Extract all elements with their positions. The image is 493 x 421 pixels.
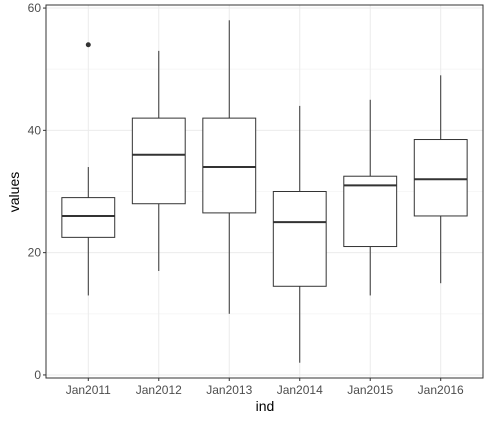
box-iqr [413, 139, 468, 217]
box-Jan2011 [61, 42, 116, 296]
x-tick-label: Jan2014 [277, 383, 323, 397]
x-axis: Jan2011 Jan2012 Jan2013 Jan2014 Jan2015 Jan20… [66, 378, 464, 397]
y-tick-label: 20 [28, 246, 42, 260]
box-Jan2013 [202, 20, 257, 314]
box-iqr [202, 117, 257, 214]
x-tick-label: Jan2015 [347, 383, 393, 397]
box-Jan2012 [131, 50, 186, 271]
y-axis: 0 20 40 60 [28, 1, 46, 382]
x-tick-label: Jan2012 [136, 383, 182, 397]
outlier-point [85, 42, 91, 48]
box-iqr [343, 175, 398, 248]
x-axis-title: ind [256, 398, 275, 414]
box-Jan2015 [343, 99, 398, 296]
x-tick-label: Jan2013 [206, 383, 252, 397]
box-Jan2016 [413, 75, 468, 284]
y-axis-title: values [6, 172, 22, 212]
x-tick-label: Jan2016 [418, 383, 464, 397]
y-tick-label: 40 [28, 123, 42, 137]
box-iqr [61, 197, 116, 238]
box-series [61, 20, 468, 363]
y-tick-label: 0 [34, 368, 41, 382]
y-tick-label: 60 [28, 1, 42, 15]
panel-border [45, 4, 484, 379]
box-Jan2014 [272, 105, 327, 363]
box-iqr [272, 191, 327, 287]
x-tick-label: Jan2011 [66, 383, 111, 397]
box-iqr [131, 117, 186, 205]
